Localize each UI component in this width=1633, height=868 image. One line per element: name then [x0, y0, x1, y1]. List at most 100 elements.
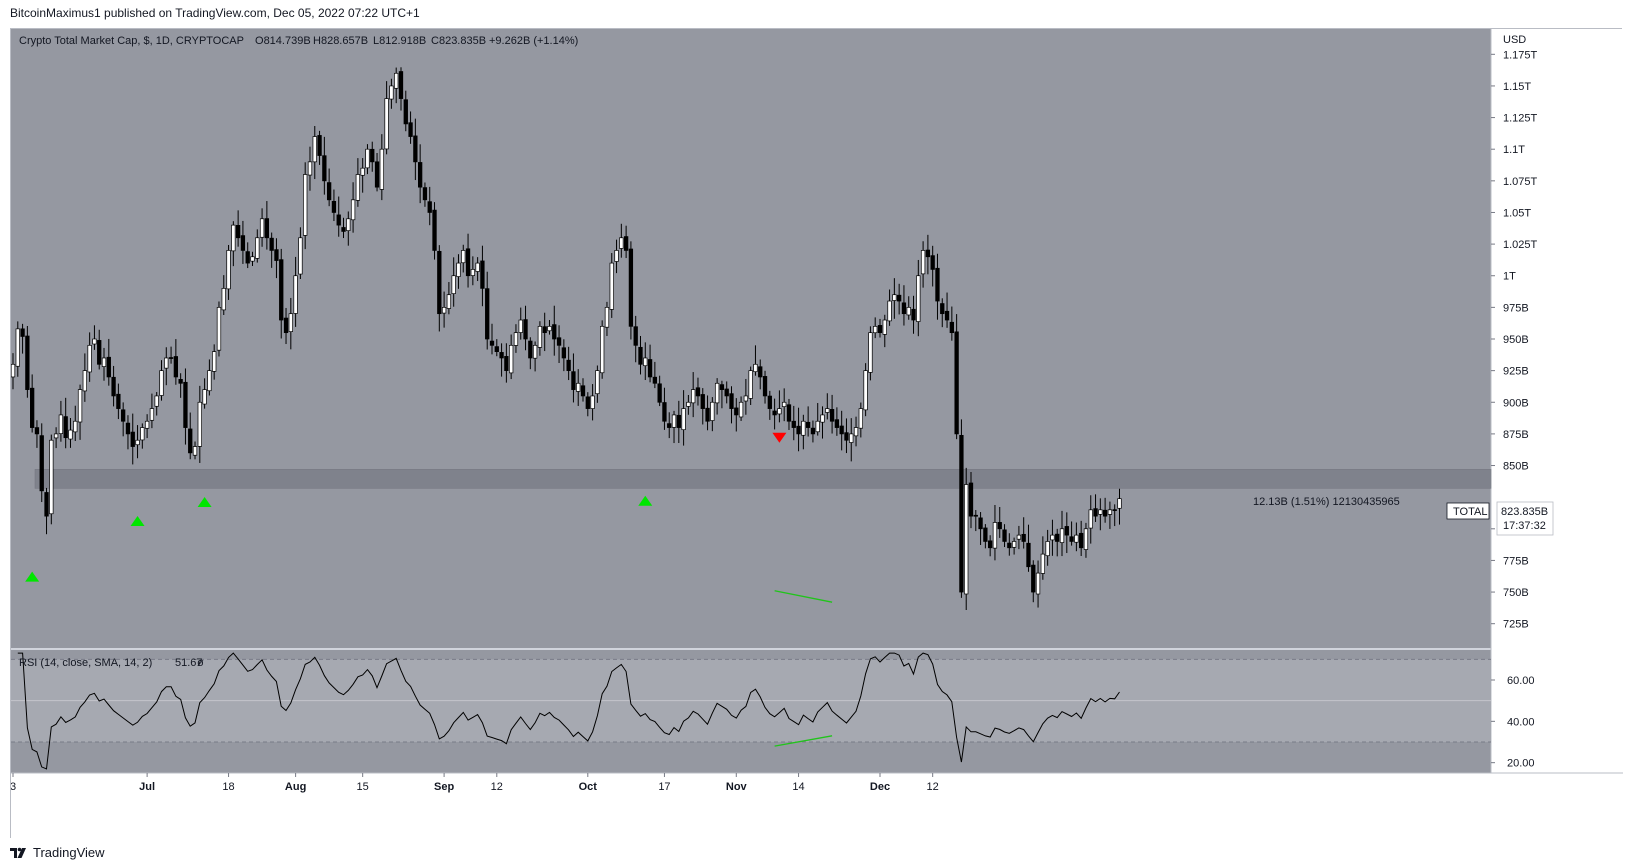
- ohlc-value-open: 814.739B: [264, 35, 311, 47]
- rsi-axis-label: 60.00: [1507, 675, 1535, 687]
- candle-up: [887, 300, 892, 322]
- candle-up: [197, 401, 202, 447]
- candle-up: [681, 408, 686, 431]
- candle-down: [695, 387, 701, 397]
- candle-down: [724, 388, 729, 397]
- candle-up: [255, 237, 260, 259]
- candle-down: [552, 324, 557, 340]
- candle-up: [10, 363, 16, 378]
- rsi-axis-label: 20.00: [1507, 758, 1535, 770]
- candle-up: [207, 370, 212, 392]
- candle-down: [188, 428, 193, 454]
- price-axis-label: 875B: [1503, 429, 1529, 441]
- candle-up: [1040, 553, 1046, 574]
- down-arrow-marker: [772, 432, 787, 443]
- ohlc-key-high: H: [313, 35, 321, 47]
- countdown-label: 17:37:32: [1503, 520, 1546, 532]
- candle-down: [326, 182, 332, 201]
- candle-up: [882, 319, 887, 335]
- time-axis-label: Oct: [579, 781, 598, 793]
- candle-down: [791, 420, 796, 428]
- price-axis-label: 1.025T: [1503, 239, 1538, 251]
- up-arrow-marker: [638, 495, 653, 506]
- candle-down: [111, 376, 116, 397]
- candle-down: [1102, 509, 1108, 517]
- candle-down: [839, 425, 844, 435]
- candle-up: [212, 351, 217, 372]
- price-axis-label: 850B: [1503, 461, 1529, 473]
- price-axis-label: 1.075T: [1503, 176, 1538, 188]
- candle-down: [413, 135, 418, 163]
- candle-down: [30, 387, 35, 428]
- support-zone: [34, 469, 1492, 489]
- candle-up: [547, 325, 552, 332]
- price-axis-label: 1.125T: [1503, 113, 1538, 125]
- price-axis-label: 1T: [1503, 271, 1516, 283]
- candle-down: [973, 514, 978, 517]
- candle-down: [245, 251, 250, 264]
- candle-down: [499, 352, 504, 359]
- ohlc-key-low: L: [373, 35, 379, 47]
- candle-down: [580, 385, 586, 397]
- candle-down: [25, 335, 30, 390]
- price-axis[interactable]: [1491, 29, 1623, 773]
- time-axis[interactable]: [11, 773, 1623, 839]
- candle-up: [576, 382, 581, 392]
- candle-down: [585, 396, 590, 409]
- chart-frame[interactable]: 60.00 40.00 20.00 1.175T 1.15T 1.125T 1.1T 1.0…: [10, 28, 1623, 839]
- time-axis-label: Nov: [726, 781, 748, 793]
- time-axis-label: 14: [792, 781, 804, 793]
- candle-down: [427, 201, 432, 213]
- candle-down: [274, 249, 279, 261]
- ohlc-key-open: O: [255, 35, 264, 47]
- candle-down: [647, 359, 653, 378]
- candle-up: [714, 382, 720, 404]
- candle-down: [940, 303, 945, 315]
- chart-canvas[interactable]: 60.00 40.00 20.00 1.175T 1.15T 1.125T 1.1T 1.0…: [10, 29, 1623, 839]
- ohlc-value-high: 828.657B: [321, 35, 368, 47]
- candle-down: [125, 422, 131, 435]
- candle-up: [360, 167, 365, 176]
- price-axis-label: 775B: [1503, 555, 1529, 567]
- candle-up: [748, 370, 753, 399]
- candle-up: [475, 262, 480, 272]
- candle-down: [20, 328, 25, 337]
- candle-down: [480, 260, 485, 289]
- candle-up: [293, 275, 298, 314]
- candle-down: [954, 331, 959, 435]
- candle-up: [691, 389, 696, 404]
- candle-down: [935, 267, 940, 302]
- ohlc-value-low: 812.918B: [379, 35, 426, 47]
- candle-up: [350, 199, 356, 221]
- zone-annotation: 12.13B (1.51%) 12130435965: [1253, 496, 1400, 508]
- candle-up: [686, 401, 691, 407]
- candle-down: [370, 148, 375, 163]
- price-pane[interactable]: [11, 29, 1491, 649]
- time-axis-label: Aug: [285, 781, 306, 793]
- candle-up: [346, 218, 351, 232]
- candle-up: [87, 344, 92, 373]
- candle-down: [949, 321, 954, 334]
- candle-up: [1088, 509, 1093, 529]
- candle-up: [49, 439, 54, 515]
- svg-text:O814.739B: O814.739B: [255, 35, 311, 47]
- candle-down: [97, 340, 102, 365]
- tradingview-logo[interactable]: TradingView: [10, 845, 105, 860]
- candle-down: [810, 427, 816, 435]
- candle-down: [829, 409, 835, 422]
- candle-up: [992, 522, 998, 549]
- candle-down: [106, 356, 111, 378]
- candle-up: [144, 420, 150, 429]
- ohlc-value-close: 823.835B: [439, 35, 486, 47]
- rsi-legend-extra: ø: [197, 657, 204, 669]
- candle-down: [1064, 526, 1069, 536]
- candle-up: [815, 420, 820, 433]
- candle-up: [532, 344, 538, 359]
- series-tag: TOTAL: [1453, 506, 1487, 518]
- candle-down: [437, 250, 442, 315]
- candle-up: [1059, 528, 1065, 543]
- candle-down: [523, 319, 528, 340]
- candle-up: [461, 250, 466, 264]
- candle-up: [1016, 534, 1022, 540]
- candle-up: [389, 85, 394, 100]
